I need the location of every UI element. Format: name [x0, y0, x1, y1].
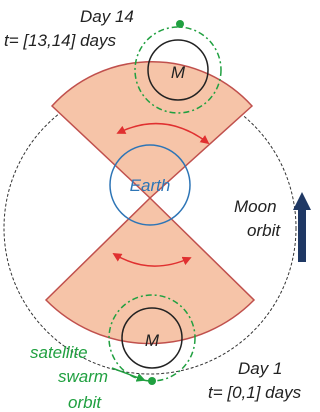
day-label: Day 14: [80, 7, 134, 26]
time-label: t= [0,1] days: [208, 383, 302, 402]
diagram: Earth M M Day 14 t= [13,14] days Moon or…: [0, 0, 318, 412]
swarm-label: swarm: [58, 367, 108, 386]
time-label: t= [13,14] days: [4, 31, 116, 50]
day-label: Day 1: [238, 359, 282, 378]
swarm-label: orbit: [68, 393, 102, 412]
satellite-dot: [176, 20, 184, 28]
lower-sector: [46, 198, 254, 344]
moon-label: M: [145, 331, 160, 350]
satellite-dot: [148, 377, 156, 385]
earth-label: Earth: [130, 176, 171, 195]
moon-label: M: [171, 63, 186, 82]
swarm-label: satellite: [30, 343, 88, 362]
orbit-label: orbit: [247, 221, 281, 240]
orbit-label: Moon: [234, 197, 277, 216]
